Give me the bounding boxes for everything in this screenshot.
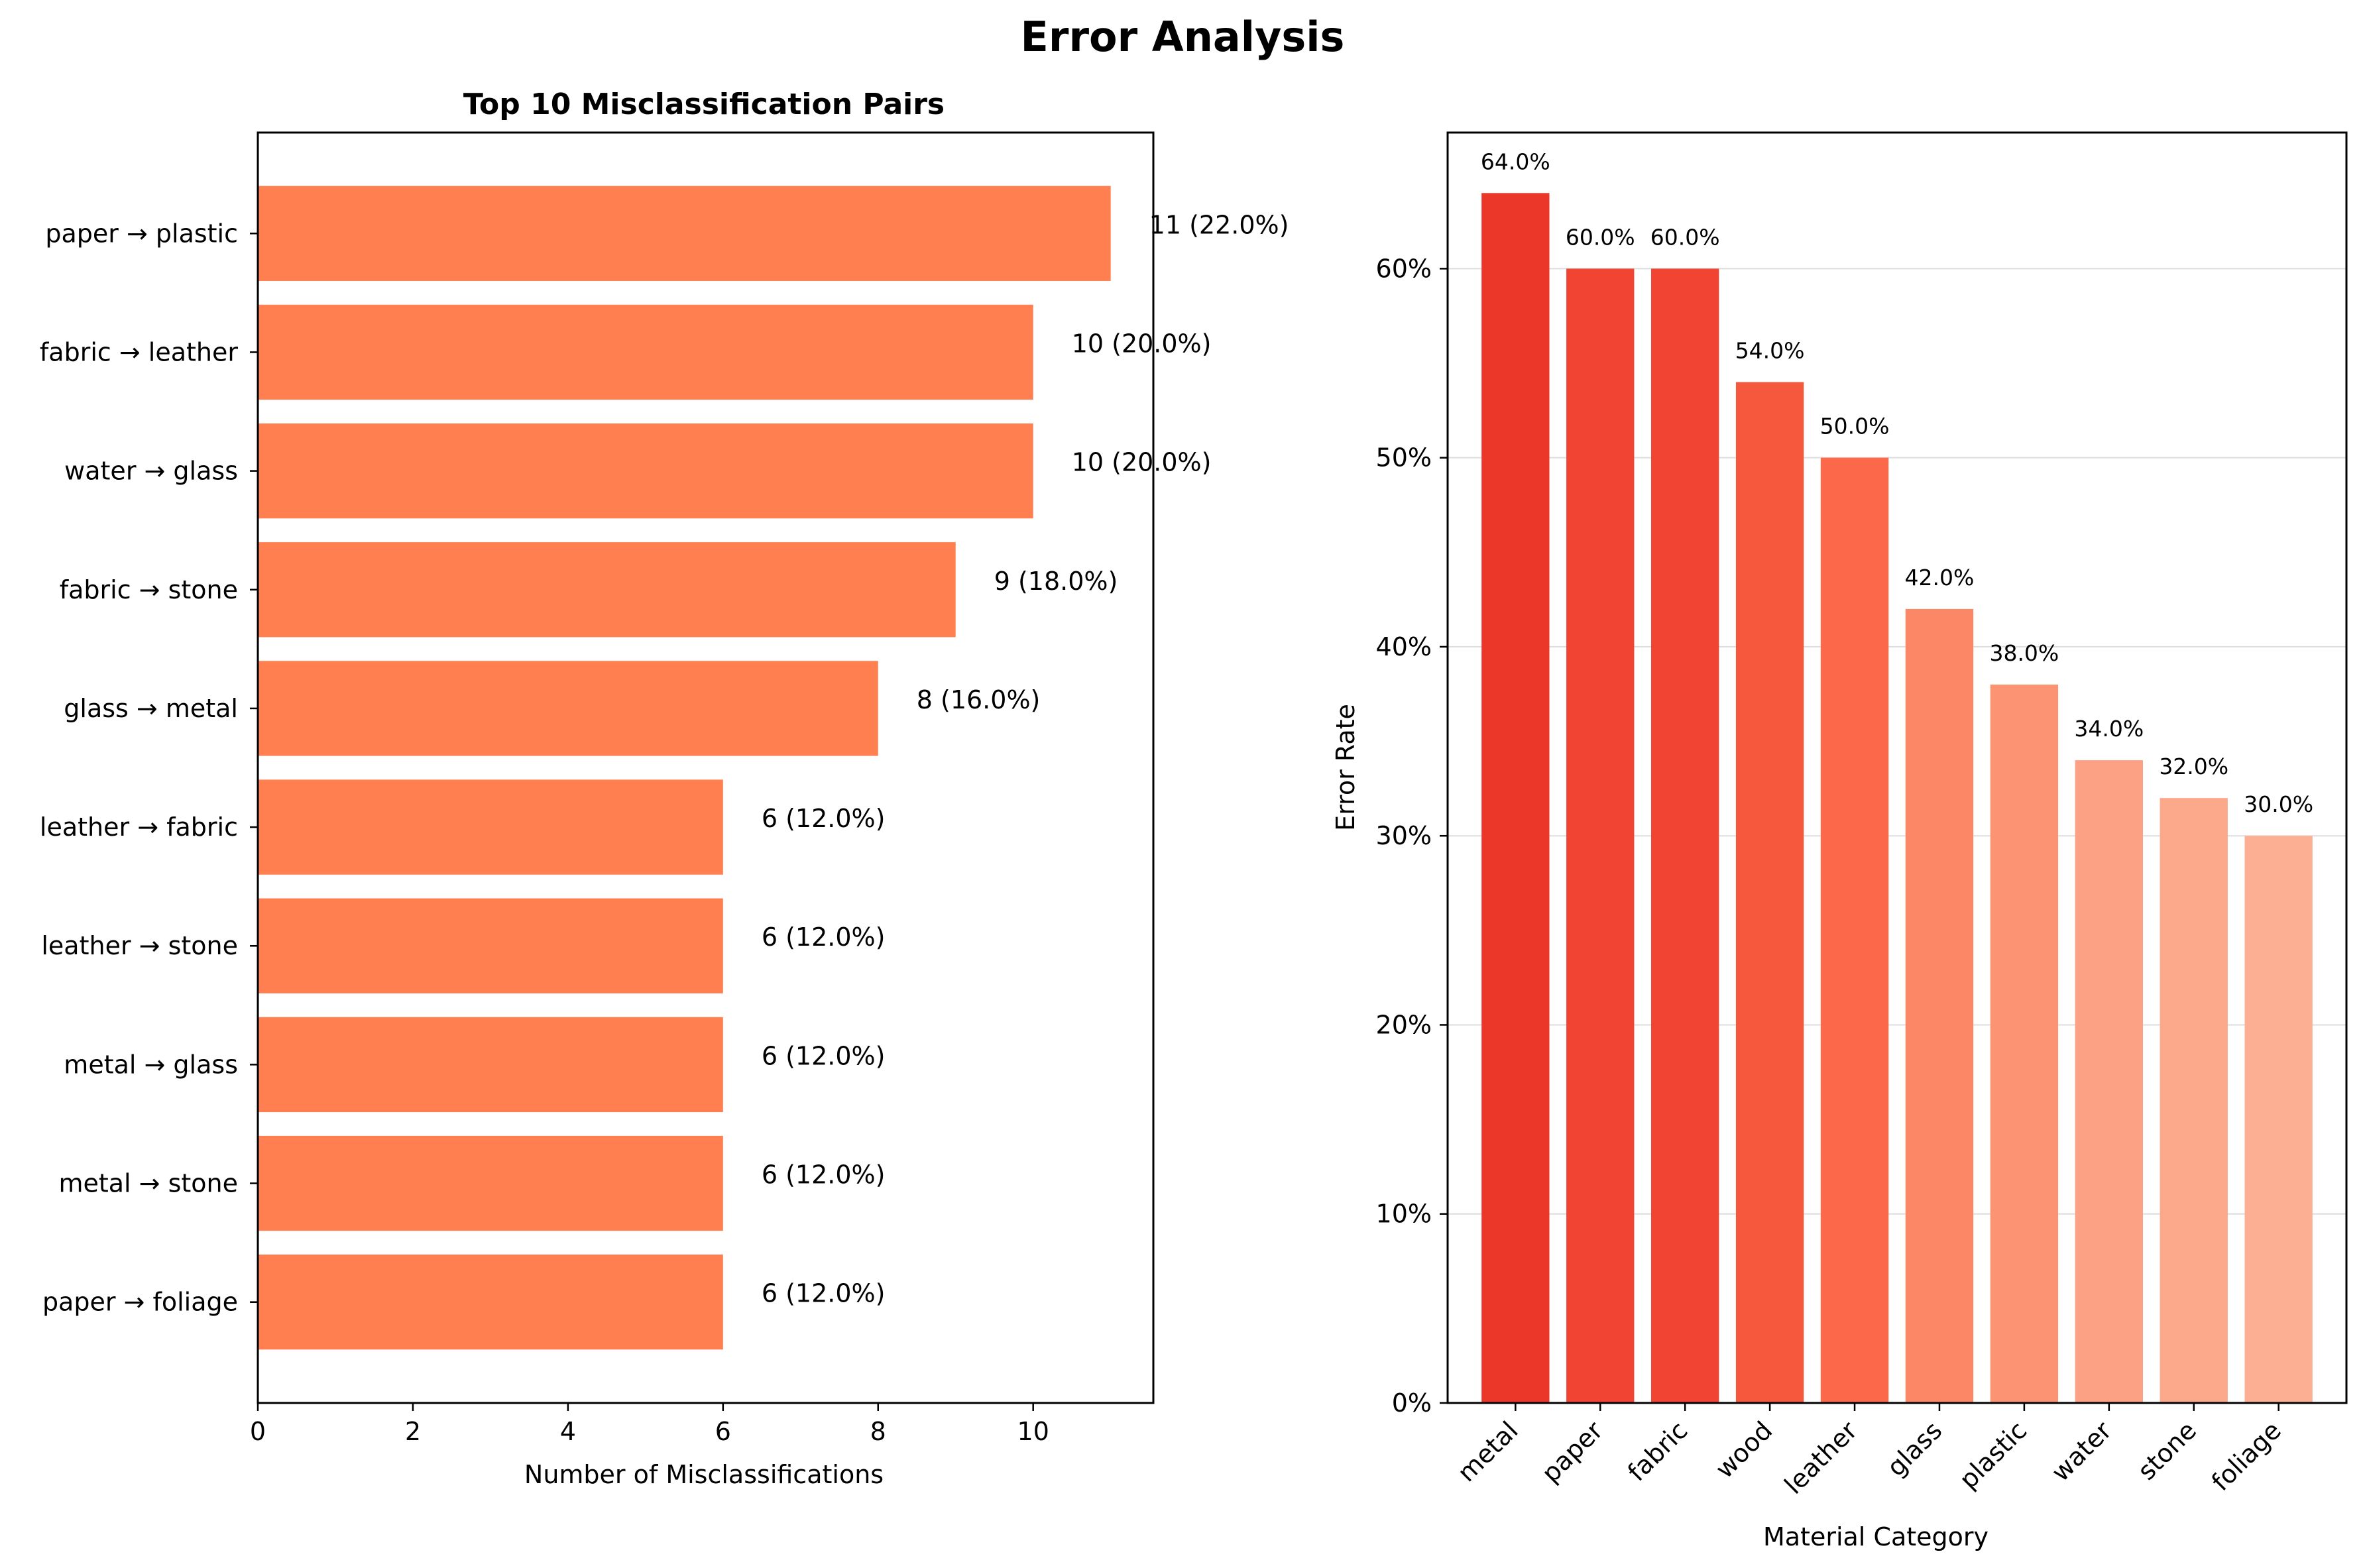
data-label: 60.0%: [1650, 224, 1720, 250]
bar-0: [258, 186, 1111, 281]
data-label: 34.0%: [2074, 716, 2144, 742]
x-tick-label: 4: [560, 1417, 576, 1446]
bar-water: [2075, 760, 2143, 1403]
figure-title: Error Analysis: [1021, 13, 1345, 61]
data-label: 10 (20.0%): [1072, 448, 1212, 477]
y-tick-label: fabric → stone: [60, 575, 238, 604]
data-label: 60.0%: [1566, 224, 1635, 250]
y-tick-label: water → glass: [64, 457, 238, 486]
data-label: 38.0%: [1989, 640, 2059, 666]
bar-3: [258, 542, 956, 638]
data-label: 6 (12.0%): [762, 1160, 886, 1190]
data-label: 10 (20.0%): [1072, 329, 1212, 358]
data-label: 8 (16.0%): [917, 685, 1041, 714]
y-tick-label: 30%: [1376, 821, 1432, 850]
data-label: 9 (18.0%): [994, 567, 1118, 596]
data-label: 50.0%: [1820, 414, 1890, 439]
data-label: 30.0%: [2244, 791, 2313, 817]
bar-plastic: [1990, 684, 2059, 1403]
bar-9: [258, 1255, 723, 1350]
y-tick-label: 10%: [1376, 1200, 1432, 1229]
bar-7: [258, 1017, 723, 1113]
y-tick-label: 50%: [1376, 443, 1432, 473]
bar-glass: [1905, 608, 1974, 1403]
y-tick-label: metal → stone: [58, 1169, 238, 1198]
data-label: 6 (12.0%): [762, 1279, 886, 1308]
right-y-axis-label: Error Rate: [1331, 704, 1360, 831]
y-tick-label: 40%: [1376, 632, 1432, 661]
x-tick-label: 0: [250, 1417, 266, 1446]
y-tick-label: 0%: [1392, 1388, 1432, 1418]
data-label: 6 (12.0%): [762, 923, 886, 952]
data-label: 54.0%: [1735, 338, 1805, 364]
y-tick-label: leather → stone: [41, 931, 238, 960]
left-chart-title: Top 10 Misclassification Pairs: [463, 87, 945, 121]
bar-wood: [1735, 382, 1804, 1403]
y-tick-label: leather → fabric: [40, 812, 238, 842]
y-tick-label: glass → metal: [64, 694, 238, 723]
left-plot-frame: [257, 131, 1155, 1404]
bar-5: [258, 779, 723, 875]
bar-6: [258, 898, 723, 993]
bar-4: [258, 661, 878, 756]
y-tick-label: metal → glass: [64, 1050, 238, 1079]
right-plot-frame: [1446, 131, 2348, 1404]
x-tick-label: 2: [405, 1417, 421, 1446]
x-tick-label: 8: [870, 1417, 886, 1446]
bar-2: [258, 423, 1033, 519]
data-label: 42.0%: [1905, 565, 1975, 590]
data-label: 11 (22.0%): [1149, 210, 1289, 239]
y-tick-label: paper → foliage: [42, 1288, 238, 1317]
right-x-axis-label: Material Category: [1763, 1522, 1989, 1551]
data-label: 32.0%: [2159, 754, 2228, 779]
y-tick-label: 20%: [1376, 1010, 1432, 1039]
data-label: 6 (12.0%): [762, 1041, 886, 1070]
left-x-axis-label: Number of Misclassifications: [524, 1460, 884, 1489]
x-tick-label: 6: [715, 1417, 731, 1446]
bar-fabric: [1651, 268, 1719, 1404]
data-label: 6 (12.0%): [762, 804, 886, 833]
bar-leather: [1820, 457, 1889, 1404]
bar-1: [258, 304, 1033, 400]
misclassification-pairs-chart: Top 10 Misclassification Pairs 0 2 4 6 8 10 p…: [40, 87, 1289, 1489]
bar-foliage: [2244, 836, 2313, 1403]
y-tick-label: 60%: [1376, 254, 1432, 283]
bar-stone: [2160, 798, 2228, 1403]
y-tick-label: fabric → leather: [40, 337, 238, 366]
bar-metal: [1481, 193, 1550, 1404]
bar-paper: [1566, 268, 1635, 1404]
bar-8: [258, 1135, 723, 1231]
x-tick-label: 10: [1017, 1417, 1049, 1446]
data-label: 64.0%: [1481, 148, 1550, 174]
y-tick-label: paper → plastic: [45, 219, 238, 248]
